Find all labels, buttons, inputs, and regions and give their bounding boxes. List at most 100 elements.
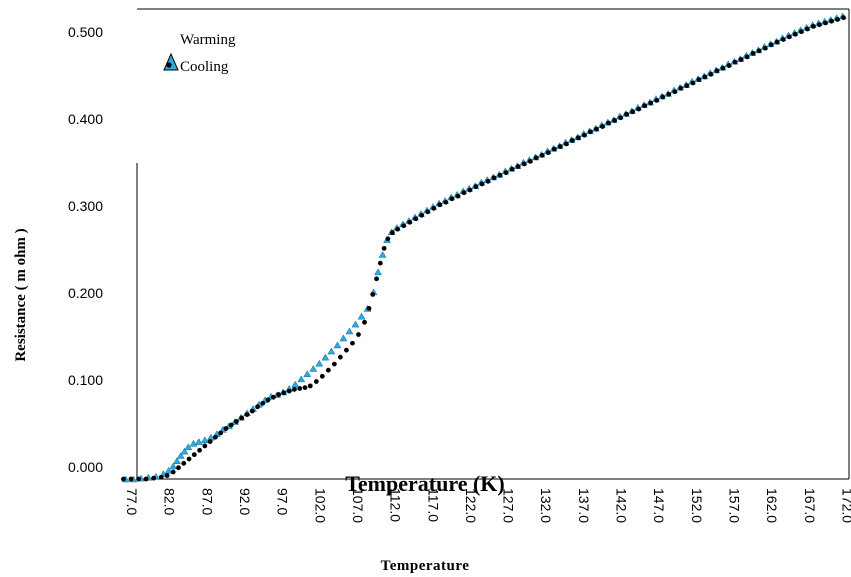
warming-point <box>169 462 178 470</box>
warming-point <box>327 347 336 355</box>
cooling-point <box>276 392 282 397</box>
cooling-point <box>437 202 443 208</box>
warming-point <box>303 370 312 377</box>
cooling-point <box>249 408 255 414</box>
cooling-point <box>720 65 726 71</box>
y-tick-label: 0.300 <box>68 198 103 214</box>
cooling-point <box>191 452 197 458</box>
cooling-point <box>829 18 834 24</box>
y-axis-label: Resistance ( m ohm ) <box>13 228 29 361</box>
cooling-point <box>212 434 218 440</box>
cooling-point <box>774 39 780 45</box>
cooling-point <box>197 447 202 453</box>
cooling-point <box>260 400 266 406</box>
legend-cooling-label: Cooling <box>180 59 229 75</box>
cooling-point <box>143 476 149 482</box>
x-tick-labels: 77.0 82.0 87.0 92.0 97.0 102.0 107.0 112.0 117.0… <box>124 488 851 523</box>
x-tick-label: 142.0 <box>614 488 630 523</box>
cooling-point <box>239 415 245 421</box>
cooling-point <box>286 388 292 394</box>
cooling-point <box>750 50 756 56</box>
cooling-point <box>479 181 485 187</box>
cooling-point <box>467 187 473 193</box>
data-points <box>121 12 847 483</box>
cooling-point <box>539 152 545 158</box>
cooling-point <box>377 260 383 266</box>
cooling-point <box>835 17 840 22</box>
x-tick-label: 107.0 <box>350 488 366 523</box>
warming-point <box>309 364 318 372</box>
cooling-point <box>338 354 343 360</box>
legend: Warming Cooling <box>163 32 236 75</box>
cooling-point <box>708 71 714 77</box>
warming-point <box>176 452 185 459</box>
cooling-point <box>281 390 287 396</box>
legend-cooling-marker <box>166 62 172 68</box>
warming-point <box>378 250 387 258</box>
cooling-point <box>618 115 623 121</box>
cooling-point <box>419 212 425 218</box>
x-tick-label: 162.0 <box>764 488 780 523</box>
cooling-point <box>307 383 313 389</box>
x-tick-label: 82.0 <box>162 488 178 515</box>
y-tick-labels: 0.000 0.100 0.200 0.300 0.400 0.500 <box>68 24 103 475</box>
warming-point <box>180 447 189 455</box>
cooling-point <box>207 439 213 444</box>
cooling-point <box>362 319 367 325</box>
cooling-point <box>228 422 234 428</box>
cooling-point <box>606 120 611 126</box>
cooling-point <box>509 166 515 172</box>
cooling-point <box>582 132 587 138</box>
x-tick-label: 132.0 <box>538 488 554 523</box>
cooling-point <box>810 24 816 29</box>
x-tick-label: 167.0 <box>802 488 818 523</box>
cooling-point <box>624 111 629 117</box>
cooling-point <box>732 59 738 65</box>
cooling-point <box>331 361 337 367</box>
cooling-point <box>612 118 617 123</box>
cooling-point <box>158 474 164 480</box>
cooling-point <box>648 100 654 106</box>
cooling-point <box>374 276 379 282</box>
cooling-point <box>762 45 768 51</box>
cooling-point <box>588 129 593 135</box>
cooling-point <box>630 109 636 115</box>
cooling-point <box>443 199 449 205</box>
cooling-point <box>702 74 708 80</box>
cooling-point <box>244 412 250 417</box>
cooling-point <box>356 332 361 337</box>
cooling-point <box>485 178 491 184</box>
cooling-point <box>425 209 431 215</box>
cooling-point <box>302 385 308 391</box>
cooling-point <box>678 85 684 91</box>
cooling-point <box>672 89 678 95</box>
cooling-point <box>714 68 720 74</box>
cooling-point <box>395 226 401 232</box>
cooling-point <box>292 386 297 392</box>
cooling-point <box>594 126 599 132</box>
plot-area <box>136 8 850 480</box>
warming-point <box>200 436 209 444</box>
cooling-point <box>136 476 141 482</box>
x-tick-label: 127.0 <box>501 488 517 523</box>
cooling-point <box>325 367 331 373</box>
x-tick-label: 97.0 <box>275 488 291 515</box>
cooling-point <box>350 340 355 346</box>
cooling-point <box>385 236 391 242</box>
cooling-point <box>696 77 702 82</box>
cooling-point <box>319 373 325 379</box>
warming-point <box>357 312 366 320</box>
cooling-point <box>407 219 413 225</box>
warming-point <box>297 375 306 383</box>
x-tick-label: 157.0 <box>727 488 743 523</box>
warming-point <box>173 457 181 464</box>
cooling-point <box>768 42 774 48</box>
cooling-point <box>503 170 509 176</box>
cooling-point <box>798 29 804 35</box>
warming-point <box>194 438 203 445</box>
cooling-point <box>823 20 828 26</box>
cooling-point <box>473 184 479 189</box>
cooling-point <box>654 97 660 103</box>
cooling-point <box>270 394 276 400</box>
warming-point <box>164 466 173 474</box>
